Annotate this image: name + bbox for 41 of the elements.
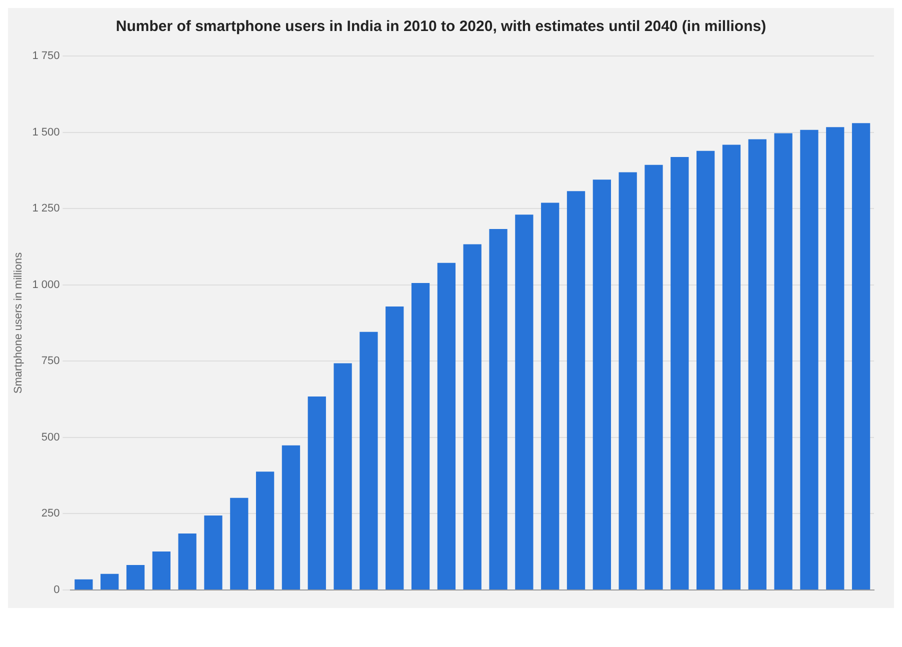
bar [230,498,248,590]
bar [256,472,274,590]
bar [618,172,637,590]
y-tick-label: 0 [54,584,60,596]
bar [437,262,456,590]
bar [334,363,352,590]
bar [566,191,586,590]
y-tick-label: 750 [41,355,60,368]
chart-title: Number of smartphone users in India in 2010 to 2020, with estimates until 2040 (in millions) [116,18,766,36]
y-tick-label: 250 [41,508,60,520]
y-tick-label: 500 [41,431,60,444]
bar [463,244,482,590]
bar [800,130,818,590]
bar [178,534,196,590]
bar [774,133,792,590]
bar [126,564,145,590]
bar [852,123,870,590]
bar [386,306,404,590]
bar [360,332,378,590]
bar [722,144,741,590]
bar [204,516,222,590]
y-axis-title: Smartphone users in millions [12,252,25,394]
y-tick-label: 1 500 [32,126,60,138]
bar [644,164,663,590]
bar [152,552,170,590]
bar [696,150,715,590]
bar [489,229,508,590]
bar [308,396,326,590]
bar [74,579,93,590]
bar [100,574,119,590]
bar [282,445,300,590]
bar [826,127,844,590]
bar [592,180,611,590]
bar [541,202,560,590]
bar [670,157,689,590]
y-tick-label: 1 250 [32,202,60,215]
bar [748,139,766,590]
bar [411,283,430,590]
y-tick-label: 1 750 [32,50,60,62]
y-tick-label: 1 000 [32,278,60,291]
bar [515,214,534,590]
